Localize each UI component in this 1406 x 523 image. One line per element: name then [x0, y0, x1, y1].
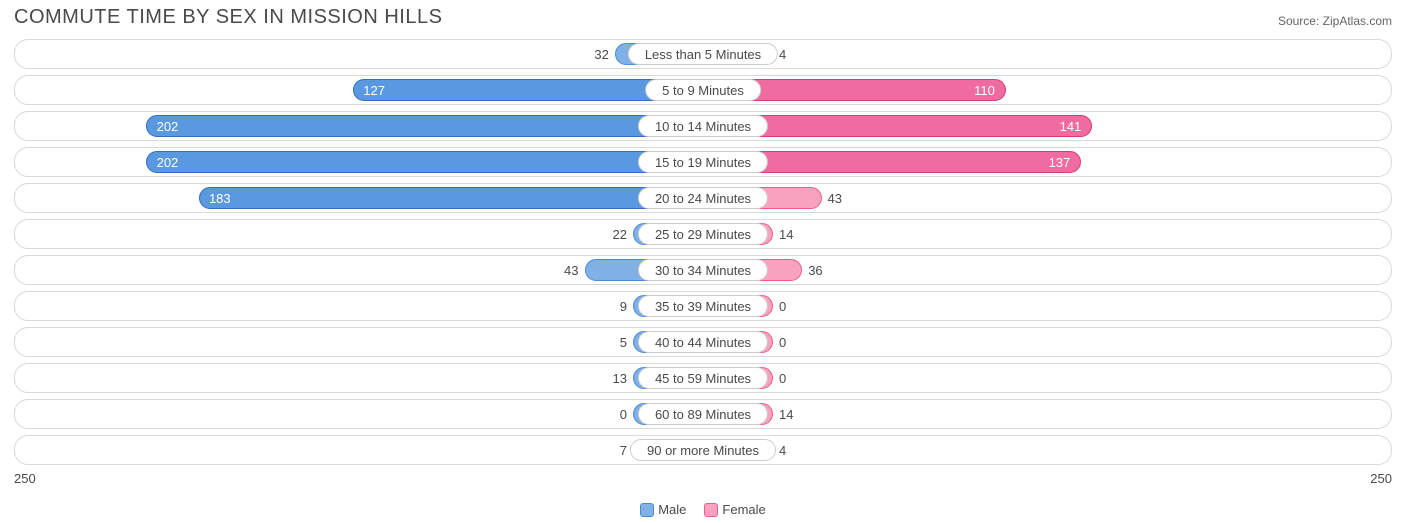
- category-pill: 35 to 39 Minutes: [638, 295, 768, 317]
- row-track: 90 or more Minutes7 4: [14, 435, 1392, 465]
- chart-source: Source: ZipAtlas.com: [1278, 6, 1392, 28]
- category-pill: 10 to 14 Minutes: [638, 115, 768, 137]
- value-male: 13: [613, 364, 627, 392]
- value-male: 202: [147, 148, 189, 176]
- value-female: 4: [779, 40, 786, 68]
- row-track: 30 to 34 Minutes 43 36: [14, 255, 1392, 285]
- category-pill: 40 to 44 Minutes: [638, 331, 768, 353]
- value-female: 0: [779, 364, 786, 392]
- category-pill: 30 to 34 Minutes: [638, 259, 768, 281]
- value-female: 141: [1050, 112, 1092, 140]
- swatch-male-icon: [640, 503, 654, 517]
- value-male: 7: [620, 436, 627, 464]
- value-female: 110: [964, 76, 1005, 104]
- row-track: 35 to 39 Minutes 9 0: [14, 291, 1392, 321]
- bar-male: [199, 187, 703, 209]
- category-pill: 25 to 29 Minutes: [638, 223, 768, 245]
- legend-male: Male: [640, 502, 686, 517]
- category-pill: 60 to 89 Minutes: [638, 403, 768, 425]
- row-track: 20 to 24 Minutes 183 43: [14, 183, 1392, 213]
- chart-area: Less than 5 Minutes 32 4 5 to 9 Minutes 127 1…: [0, 31, 1406, 465]
- row-track: 10 to 14 Minutes 202 141: [14, 111, 1392, 141]
- value-female: 4: [779, 436, 786, 464]
- category-pill: 45 to 59 Minutes: [638, 367, 768, 389]
- category-pill: 5 to 9 Minutes: [645, 79, 761, 101]
- value-male: 32: [594, 40, 608, 68]
- category-pill: 15 to 19 Minutes: [638, 151, 768, 173]
- value-male: 22: [613, 220, 627, 248]
- axis-right: 250: [1370, 471, 1392, 486]
- bar-male: [146, 115, 703, 137]
- row-track: 45 to 59 Minutes 13 0: [14, 363, 1392, 393]
- value-female: 0: [779, 292, 786, 320]
- value-male: 0: [620, 400, 627, 428]
- legend: Male Female: [0, 502, 1406, 517]
- chart-title: COMMUTE TIME BY SEX IN MISSION HILLS: [14, 6, 442, 29]
- category-pill: Less than 5 Minutes: [628, 43, 778, 65]
- value-female: 137: [1039, 148, 1081, 176]
- category-pill: 90 or more Minutes: [630, 439, 776, 461]
- axis-left: 250: [14, 471, 36, 486]
- row-track: Less than 5 Minutes 32 4: [14, 39, 1392, 69]
- row-track: 25 to 29 Minutes 22 14: [14, 219, 1392, 249]
- legend-male-label: Male: [658, 502, 686, 517]
- value-female: 43: [828, 184, 842, 212]
- category-pill: 20 to 24 Minutes: [638, 187, 768, 209]
- row-track: 5 to 9 Minutes 127 110: [14, 75, 1392, 105]
- swatch-female-icon: [704, 503, 718, 517]
- axis-labels: 250 250: [0, 471, 1406, 490]
- value-male: 43: [564, 256, 578, 284]
- value-female: 14: [779, 400, 793, 428]
- value-male: 183: [199, 184, 241, 212]
- value-male: 127: [353, 76, 395, 104]
- bar-male: [146, 151, 703, 173]
- value-male: 9: [620, 292, 627, 320]
- row-track: 15 to 19 Minutes 202 137: [14, 147, 1392, 177]
- value-female: 0: [779, 328, 786, 356]
- value-male: 5: [620, 328, 627, 356]
- legend-female: Female: [704, 502, 765, 517]
- legend-female-label: Female: [722, 502, 765, 517]
- value-male: 202: [147, 112, 189, 140]
- row-track: 40 to 44 Minutes 5 0: [14, 327, 1392, 357]
- row-track: 60 to 89 Minutes 0 14: [14, 399, 1392, 429]
- value-female: 14: [779, 220, 793, 248]
- value-female: 36: [808, 256, 822, 284]
